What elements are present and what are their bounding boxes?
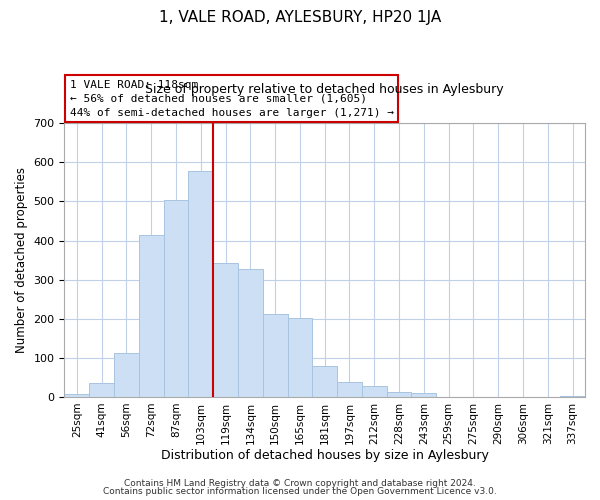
Text: Contains HM Land Registry data © Crown copyright and database right 2024.: Contains HM Land Registry data © Crown c… bbox=[124, 478, 476, 488]
Bar bbox=[412, 392, 436, 397]
Bar bbox=[386, 392, 412, 397]
Text: Contains public sector information licensed under the Open Government Licence v3: Contains public sector information licen… bbox=[103, 487, 497, 496]
Bar bbox=[139, 236, 164, 397]
Text: 1, VALE ROAD, AYLESBURY, HP20 1JA: 1, VALE ROAD, AYLESBURY, HP20 1JA bbox=[159, 10, 441, 25]
Bar bbox=[337, 382, 362, 397]
Bar bbox=[114, 353, 139, 397]
Bar bbox=[287, 318, 313, 397]
Bar bbox=[89, 384, 114, 397]
Bar bbox=[362, 386, 386, 397]
Bar bbox=[188, 172, 213, 397]
X-axis label: Distribution of detached houses by size in Aylesbury: Distribution of detached houses by size … bbox=[161, 450, 488, 462]
Bar bbox=[213, 263, 238, 397]
Bar bbox=[313, 366, 337, 397]
Title: Size of property relative to detached houses in Aylesbury: Size of property relative to detached ho… bbox=[145, 82, 504, 96]
Bar bbox=[64, 394, 89, 397]
Bar bbox=[238, 268, 263, 397]
Bar bbox=[263, 314, 287, 397]
Text: 1 VALE ROAD: 118sqm
← 56% of detached houses are smaller (1,605)
44% of semi-det: 1 VALE ROAD: 118sqm ← 56% of detached ho… bbox=[70, 80, 394, 118]
Bar bbox=[560, 396, 585, 397]
Bar bbox=[164, 200, 188, 397]
Y-axis label: Number of detached properties: Number of detached properties bbox=[15, 167, 28, 353]
